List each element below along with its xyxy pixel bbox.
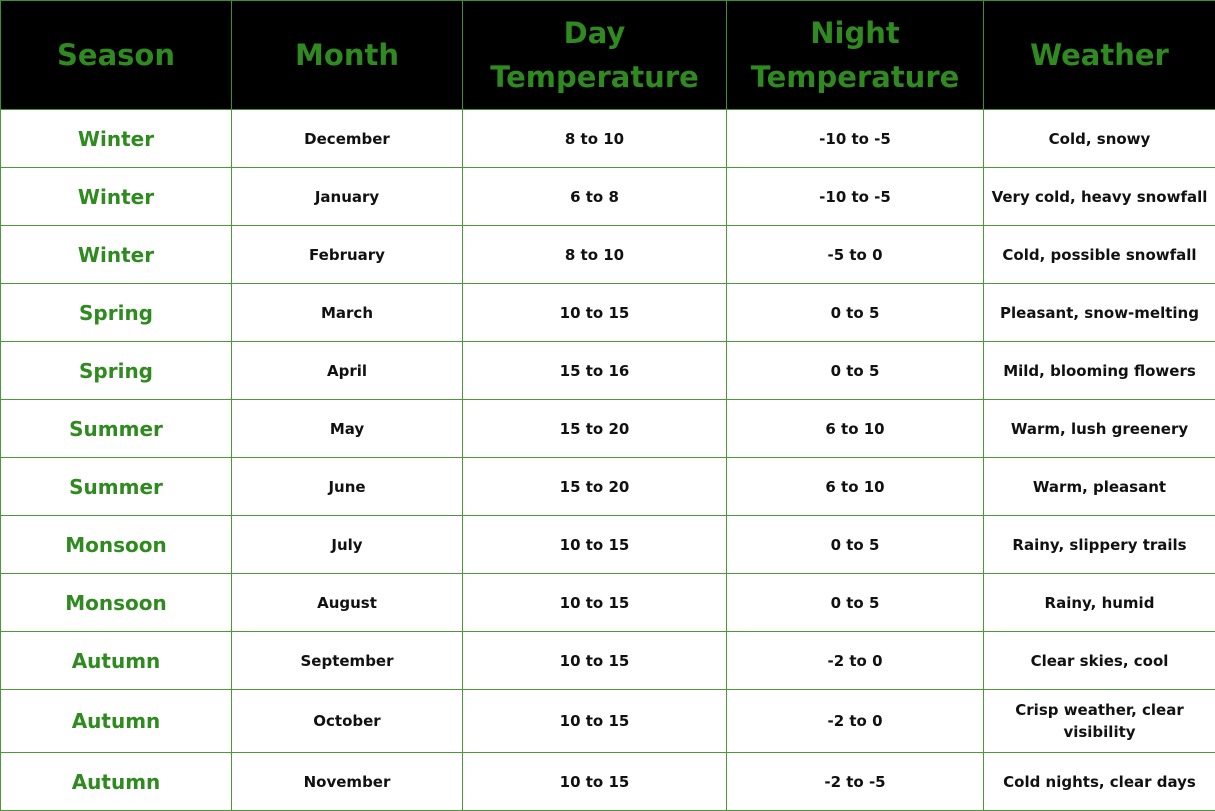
cell-day-temperature: 6 to 8 <box>463 168 727 226</box>
cell-weather: Rainy, slippery trails <box>984 516 1215 574</box>
header-row: Season Month Day Temperature Night Tempera… <box>1 1 1215 110</box>
cell-season: Monsoon <box>1 516 232 574</box>
cell-season: Summer <box>1 400 232 458</box>
cell-season: Summer <box>1 458 232 516</box>
cell-night-temperature: 0 to 5 <box>727 284 984 342</box>
cell-season: Autumn <box>1 690 232 753</box>
cell-season: Spring <box>1 342 232 400</box>
cell-night-temperature: -10 to -5 <box>727 168 984 226</box>
cell-day-temperature: 8 to 10 <box>463 110 727 168</box>
header-line: Temperature <box>751 60 960 94</box>
cell-night-temperature: 6 to 10 <box>727 458 984 516</box>
cell-month: April <box>232 342 463 400</box>
cell-day-temperature: 15 to 16 <box>463 342 727 400</box>
cell-month: August <box>232 574 463 632</box>
cell-season: Spring <box>1 284 232 342</box>
cell-night-temperature: -5 to 0 <box>727 226 984 284</box>
header-line: Day <box>564 16 626 50</box>
cell-month: December <box>232 110 463 168</box>
cell-night-temperature: 0 to 5 <box>727 342 984 400</box>
cell-day-temperature: 8 to 10 <box>463 226 727 284</box>
cell-day-temperature: 10 to 15 <box>463 574 727 632</box>
cell-night-temperature: -2 to 0 <box>727 690 984 753</box>
cell-day-temperature: 10 to 15 <box>463 690 727 753</box>
header-line: Night <box>810 16 899 50</box>
cell-weather: Clear skies, cool <box>984 632 1215 690</box>
cell-season: Autumn <box>1 632 232 690</box>
cell-night-temperature: -2 to -5 <box>727 753 984 811</box>
cell-season: Winter <box>1 110 232 168</box>
cell-weather: Cold, possible snowfall <box>984 226 1215 284</box>
cell-weather: Pleasant, snow-melting <box>984 284 1215 342</box>
cell-month: October <box>232 690 463 753</box>
cell-night-temperature: 0 to 5 <box>727 574 984 632</box>
cell-weather: Crisp weather, clear visibility <box>984 690 1215 753</box>
cell-weather: Cold, snowy <box>984 110 1215 168</box>
cell-night-temperature: 0 to 5 <box>727 516 984 574</box>
cell-month: May <box>232 400 463 458</box>
header-day-temperature: Day Temperature <box>463 1 727 110</box>
cell-month: March <box>232 284 463 342</box>
cell-day-temperature: 15 to 20 <box>463 458 727 516</box>
header-month: Month <box>232 1 463 110</box>
header-season: Season <box>1 1 232 110</box>
cell-season: Monsoon <box>1 574 232 632</box>
cell-day-temperature: 10 to 15 <box>463 516 727 574</box>
cell-season: Autumn <box>1 753 232 811</box>
cell-weather: Mild, blooming flowers <box>984 342 1215 400</box>
cell-month: September <box>232 632 463 690</box>
cell-weather: Cold nights, clear days <box>984 753 1215 811</box>
cell-season: Winter <box>1 226 232 284</box>
cell-month: June <box>232 458 463 516</box>
cell-month: February <box>232 226 463 284</box>
header-line: Temperature <box>490 60 699 94</box>
header-weather: Weather <box>984 1 1215 110</box>
cell-day-temperature: 10 to 15 <box>463 284 727 342</box>
cell-month: November <box>232 753 463 811</box>
cell-weather: Warm, pleasant <box>984 458 1215 516</box>
cell-season: Winter <box>1 168 232 226</box>
cell-month: January <box>232 168 463 226</box>
cell-weather: Rainy, humid <box>984 574 1215 632</box>
cell-day-temperature: 10 to 15 <box>463 753 727 811</box>
cell-weather: Warm, lush greenery <box>984 400 1215 458</box>
cell-night-temperature: -10 to -5 <box>727 110 984 168</box>
header-night-temperature: Night Temperature <box>727 1 984 110</box>
cell-night-temperature: -2 to 0 <box>727 632 984 690</box>
cell-day-temperature: 15 to 20 <box>463 400 727 458</box>
cell-day-temperature: 10 to 15 <box>463 632 727 690</box>
cell-night-temperature: 6 to 10 <box>727 400 984 458</box>
cell-weather: Very cold, heavy snowfall <box>984 168 1215 226</box>
cell-month: July <box>232 516 463 574</box>
